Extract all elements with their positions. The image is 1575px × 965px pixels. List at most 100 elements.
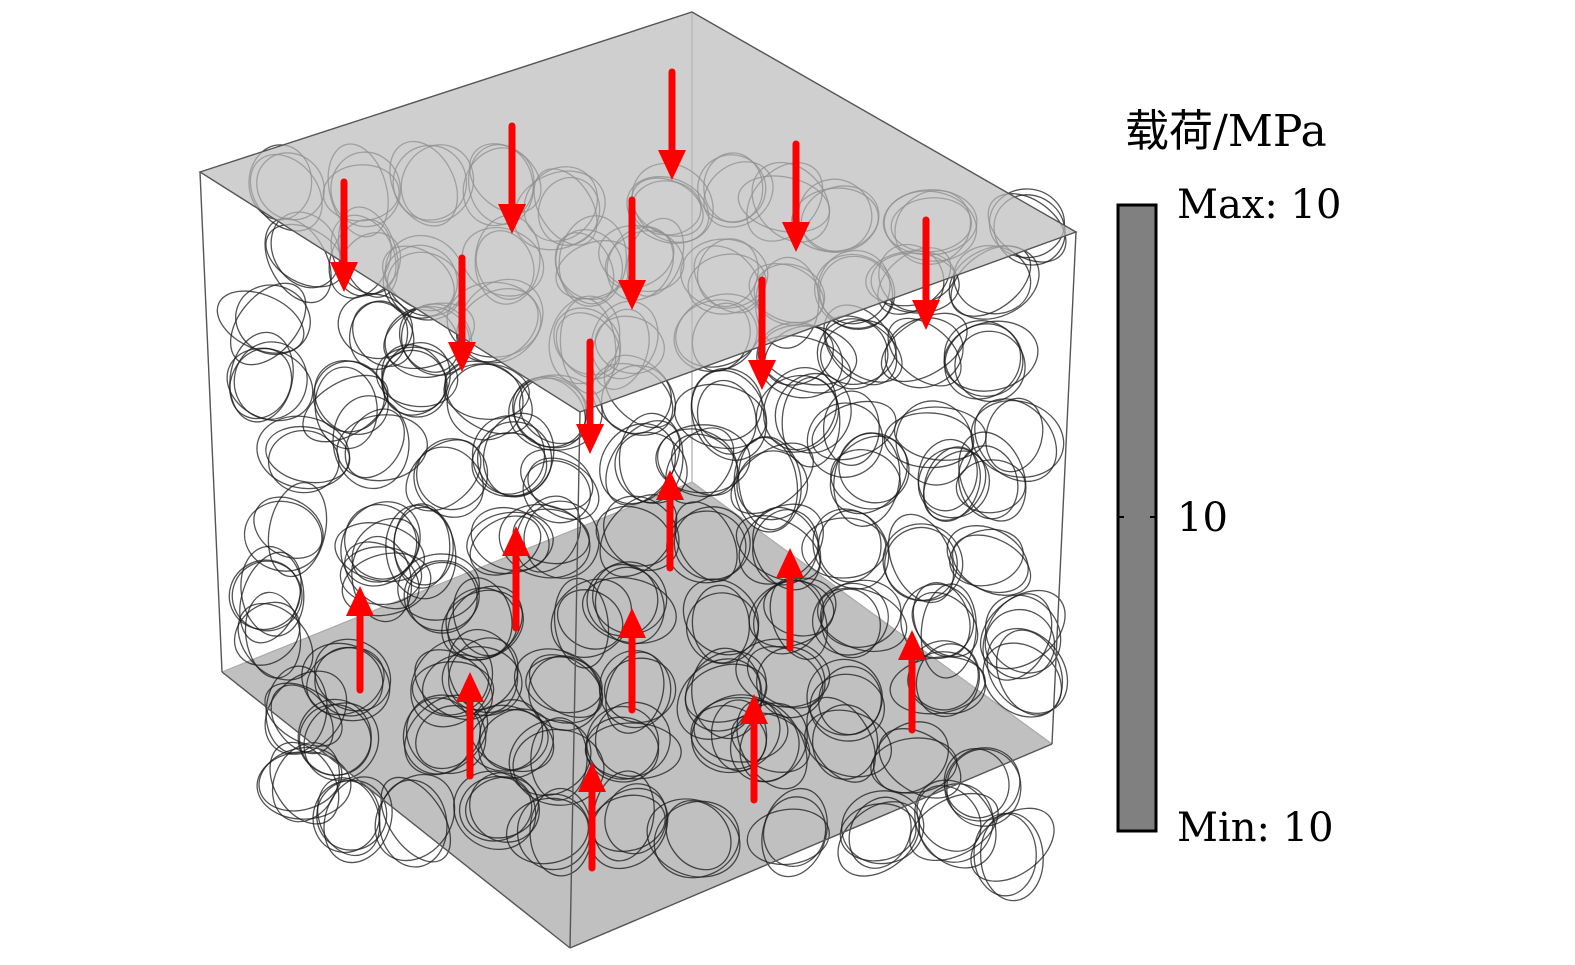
fiber-loop bbox=[920, 583, 977, 679]
legend-mid-label: 10 bbox=[1177, 495, 1228, 541]
fiber-loop bbox=[900, 583, 975, 660]
fiber-loop bbox=[884, 317, 964, 389]
fiber-loop bbox=[923, 446, 981, 522]
fiber-cluster bbox=[811, 579, 908, 659]
fiber-loop bbox=[471, 432, 548, 498]
fiber-loop bbox=[478, 708, 555, 779]
fiber-cluster bbox=[513, 648, 604, 731]
fiber-cluster bbox=[806, 658, 886, 742]
fiber-cluster bbox=[970, 397, 1065, 483]
fiber-loop bbox=[397, 553, 480, 621]
fiber-loop bbox=[973, 812, 1037, 897]
fiber-loop bbox=[912, 582, 971, 658]
fiber-loop bbox=[298, 703, 372, 776]
fiber-loop bbox=[761, 787, 828, 878]
fiber-loop bbox=[375, 346, 459, 408]
fiber-loop bbox=[352, 301, 415, 367]
color-legend: 载荷/MPa Max: 10 10 Min: 10 bbox=[1116, 106, 1341, 851]
fiber-cluster bbox=[228, 545, 305, 644]
fiber-loop bbox=[344, 408, 405, 479]
fiber-loop bbox=[594, 701, 671, 777]
fiber-cluster bbox=[900, 582, 979, 679]
fiber-cluster bbox=[520, 448, 600, 524]
fiber-loop bbox=[586, 705, 660, 780]
fiber-loop bbox=[302, 374, 389, 443]
fiber-loop bbox=[812, 508, 890, 590]
fiber-loop bbox=[955, 459, 1026, 514]
fiber-loop bbox=[482, 412, 555, 498]
fiber-loop bbox=[755, 374, 840, 453]
fiber-loop bbox=[380, 776, 452, 863]
fiber-loop bbox=[693, 696, 789, 763]
fiber-cluster bbox=[581, 561, 677, 645]
arrow-head bbox=[578, 762, 606, 792]
fiber-cluster bbox=[243, 482, 328, 578]
fiber-loop bbox=[253, 496, 324, 559]
fiber-loop bbox=[588, 787, 669, 870]
fiber-loop bbox=[226, 347, 314, 422]
fiber-loop bbox=[820, 588, 881, 659]
fiber-loop bbox=[882, 523, 964, 602]
fiber-cluster bbox=[746, 787, 830, 878]
fiber-loop bbox=[952, 534, 1032, 596]
arrow-head bbox=[658, 150, 686, 180]
fiber-loop bbox=[982, 642, 1063, 718]
fiber-loop bbox=[818, 665, 882, 736]
fiber-loop bbox=[889, 656, 986, 715]
fiber-loop bbox=[916, 785, 982, 852]
fiber-loop bbox=[381, 342, 451, 416]
fiber-loop bbox=[594, 566, 665, 645]
load-arrow-down bbox=[748, 276, 776, 390]
cube-edge bbox=[1051, 231, 1077, 745]
fiber-loop bbox=[303, 702, 380, 781]
fiber-loop bbox=[447, 628, 519, 714]
fiber-loop bbox=[229, 282, 307, 366]
arrow-head bbox=[782, 222, 810, 252]
fiber-loop bbox=[816, 587, 908, 653]
fiber-loop bbox=[943, 320, 1039, 392]
arrow-head bbox=[618, 280, 646, 310]
fiber-cluster bbox=[955, 431, 1027, 522]
fiber-loop bbox=[341, 552, 432, 617]
fiber-loop bbox=[265, 425, 351, 484]
fiber-loop bbox=[317, 777, 381, 857]
fiber-cluster bbox=[312, 776, 393, 864]
fiber-loop bbox=[458, 775, 533, 842]
fiber-loop bbox=[269, 741, 340, 825]
fiber-loop bbox=[730, 712, 811, 773]
fiber-cluster bbox=[471, 412, 555, 498]
fiber-loop bbox=[804, 709, 893, 778]
fiber-loop bbox=[414, 649, 494, 721]
fiber-loop bbox=[958, 431, 1027, 522]
fiber-loop bbox=[520, 448, 594, 511]
fiber-loop bbox=[243, 500, 323, 572]
arrow-head bbox=[776, 548, 804, 578]
cube-edge bbox=[569, 743, 1053, 949]
fiber-cluster bbox=[735, 503, 824, 591]
fiber-cluster bbox=[982, 627, 1069, 718]
cube-front-faces bbox=[198, 11, 1078, 949]
arrow-head bbox=[618, 608, 646, 638]
fiber-cluster bbox=[829, 432, 910, 527]
load-arrow-up bbox=[346, 586, 374, 694]
fiber-loop bbox=[297, 698, 372, 776]
fiber-cluster bbox=[806, 390, 897, 478]
fiber-loop bbox=[737, 436, 799, 531]
fiber-cluster bbox=[297, 698, 380, 781]
fiber-loop bbox=[314, 366, 378, 450]
fiber-loop bbox=[817, 509, 882, 583]
fiber-loop bbox=[943, 748, 1010, 819]
fiber-cluster bbox=[584, 701, 682, 783]
arrow-head bbox=[656, 470, 684, 500]
fiber-loop bbox=[809, 673, 886, 742]
fiber-cluster bbox=[264, 665, 348, 755]
load-arrow-up bbox=[578, 762, 606, 872]
arrow-head bbox=[456, 672, 484, 702]
fiber-loop bbox=[690, 367, 763, 441]
load-arrow-down bbox=[912, 216, 940, 330]
load-arrow-down bbox=[330, 178, 358, 292]
fiber-cluster bbox=[374, 773, 456, 868]
fiber-loop bbox=[336, 414, 428, 482]
fiber-loop bbox=[957, 445, 1019, 520]
fiber-loop bbox=[911, 591, 979, 658]
